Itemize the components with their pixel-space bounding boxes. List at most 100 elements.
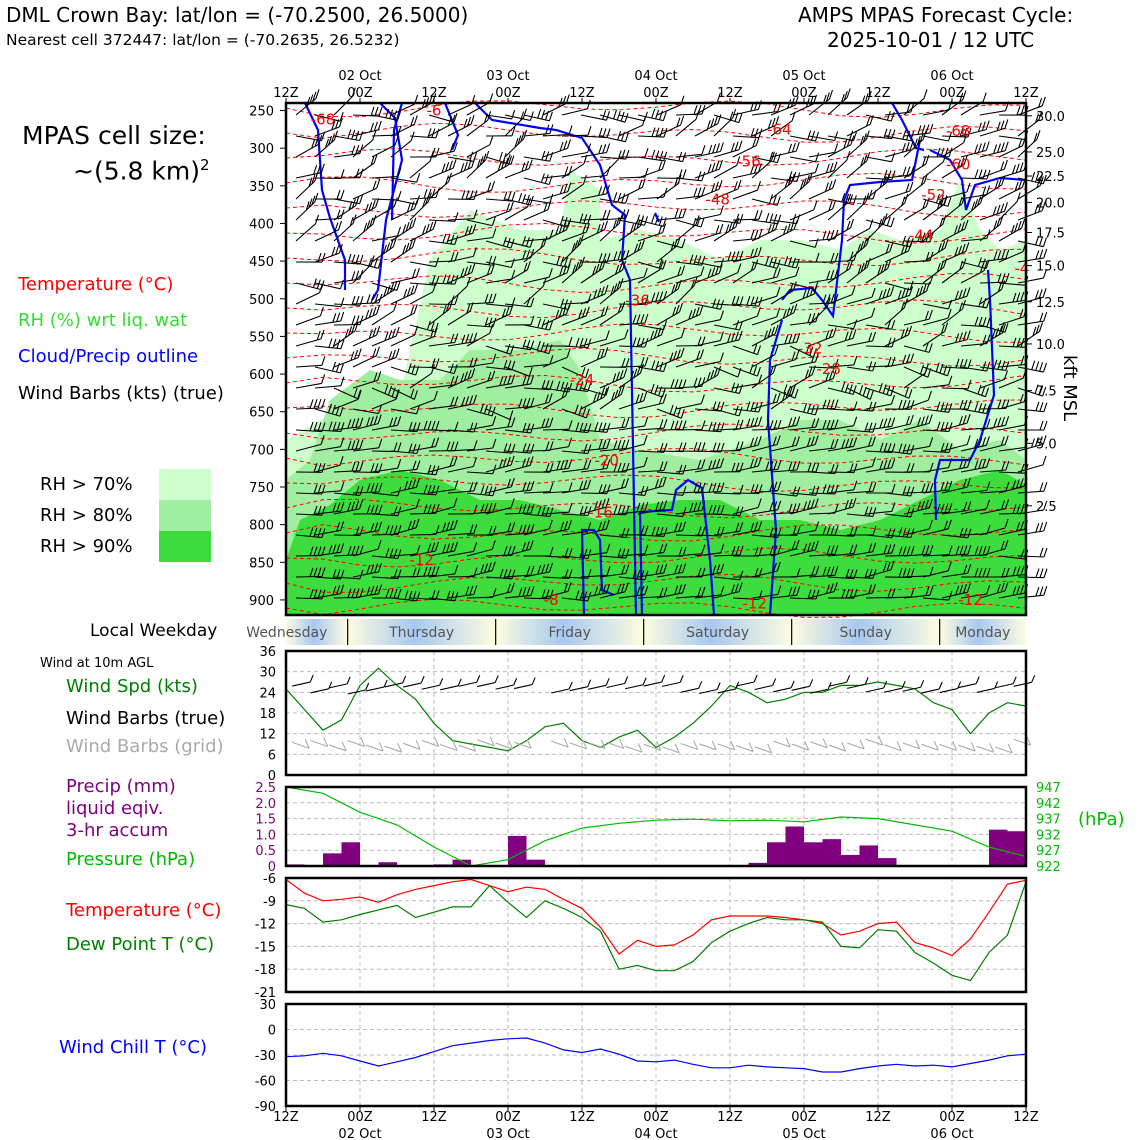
wind-barb-feather (866, 151, 871, 162)
wind-barb-feather (427, 128, 432, 138)
wind-barb (618, 239, 645, 263)
wind-barb-feather (1038, 289, 1043, 299)
wind-barb-feather (651, 292, 656, 302)
wind-barb-feather (983, 261, 988, 271)
temperature-label: -16 (588, 504, 613, 522)
bottom-time-label: 00Z (347, 1110, 373, 1125)
wind-barb-feather (758, 210, 763, 220)
wind-barb-feather (974, 144, 979, 154)
wind-barb-feather (682, 169, 687, 179)
wind-barb-feather (1001, 273, 1006, 283)
surface-wind-barb-feather (494, 675, 499, 683)
wind-barb-feather (813, 200, 818, 210)
surface-wind-barb (1013, 681, 1032, 687)
wind-barb-feather (996, 217, 1001, 228)
wind-barb-shaft (694, 232, 720, 242)
y-tick-label: 6 (268, 748, 276, 763)
bottom-date-label: 06 Oct (930, 1127, 973, 1140)
wind-barb-feather (795, 258, 800, 269)
wind-barb-shaft (656, 311, 680, 326)
wind-barb-feather (1033, 132, 1038, 143)
pressure-tick-label: 600 (249, 368, 274, 383)
wind-barb-feather (712, 401, 717, 411)
wind-barb-feather (943, 195, 948, 205)
surface-wind-barb-feather (439, 678, 444, 686)
wind-barb (523, 173, 553, 186)
wind-barb-shaft (504, 168, 530, 179)
wind-barb-shaft (295, 315, 321, 326)
wind-barb (542, 220, 571, 242)
wind-barb-shaft (409, 160, 431, 179)
wind-barb-feather (922, 130, 927, 140)
wind-barb-feather (1039, 176, 1044, 186)
wind-barb-feather (469, 333, 474, 343)
wind-barb (656, 265, 686, 284)
wind-barb-feather (388, 351, 393, 361)
wind-barb-feather (1035, 361, 1040, 371)
wind-barb-shaft (637, 232, 663, 242)
wind-barb (390, 304, 418, 326)
wind-barb-feather (327, 135, 333, 146)
wind-barb-feather (442, 233, 447, 243)
surface-wind-barb-feather (661, 674, 666, 683)
wind-barb-feather (651, 360, 656, 370)
wind-barb (447, 263, 476, 284)
precip-bar (859, 845, 878, 866)
wind-barb-feather (997, 282, 1002, 292)
wind-barb-feather (828, 370, 834, 381)
wind-barb-feather (811, 365, 816, 375)
wind-barb (447, 158, 476, 179)
wind-barb-shaft (998, 377, 1024, 389)
wind-barb-feather (579, 234, 584, 244)
wind-barb (371, 237, 397, 263)
wind-barb-feather (464, 226, 469, 236)
wind-barb-feather (773, 214, 778, 224)
wind-barb-feather (369, 416, 374, 426)
wind-barb-feather (887, 337, 892, 347)
wind-barb-feather (754, 402, 759, 412)
wind-barb-shaft (637, 299, 664, 305)
temperature-contour (285, 172, 1027, 193)
wind-barb-feather (1001, 175, 1006, 185)
wind-barb-feather (523, 129, 528, 140)
wind-barb-feather (776, 307, 781, 318)
wind-barb (713, 250, 744, 263)
wind-barb-feather (563, 183, 568, 193)
wind-barb-feather (940, 147, 945, 157)
wind-barb-feather (1043, 402, 1048, 412)
wind-barb-feather (643, 267, 648, 278)
wind-barb (694, 310, 724, 326)
wind-barb-feather (902, 130, 907, 140)
wind-barb-shaft (884, 149, 911, 158)
wind-barb-shaft (979, 150, 1006, 158)
wind-barb-feather (830, 294, 835, 304)
wind-barb-feather (433, 390, 438, 401)
wind-barb-shaft (561, 315, 587, 326)
wind-barb-feather (859, 135, 864, 146)
wind-barb-feather (1034, 113, 1040, 123)
wind-barb-shaft (352, 334, 377, 347)
wind-barb-feather (981, 121, 986, 131)
wind-barb-feather (411, 238, 417, 248)
wind-barb (827, 218, 855, 242)
surface-wind-barb-feather (809, 679, 814, 687)
wind-barb-feather (465, 333, 470, 344)
wind-barb-feather (340, 297, 345, 307)
wind-barb-feather (767, 328, 772, 338)
wind-barb (960, 120, 990, 137)
wind-barb-feather (1012, 292, 1017, 303)
wind-barb-feather (403, 288, 408, 299)
temperature-label: -48 (705, 190, 730, 208)
wind-barb-feather (921, 232, 926, 242)
wind-barb-feather (980, 193, 985, 204)
wind-barb-shaft (656, 288, 679, 305)
wind-barb-shaft (542, 174, 569, 179)
wind-barb-shaft (314, 408, 341, 417)
wind-barb-feather (308, 177, 313, 187)
pressure-right-tick-label: 922 (1036, 860, 1061, 875)
wind-barb (371, 167, 402, 179)
wind-barb-feather (581, 367, 586, 377)
wind-barb-feather (772, 363, 777, 374)
wind-barb-feather (901, 288, 906, 299)
wind-barb-shaft (884, 307, 905, 326)
